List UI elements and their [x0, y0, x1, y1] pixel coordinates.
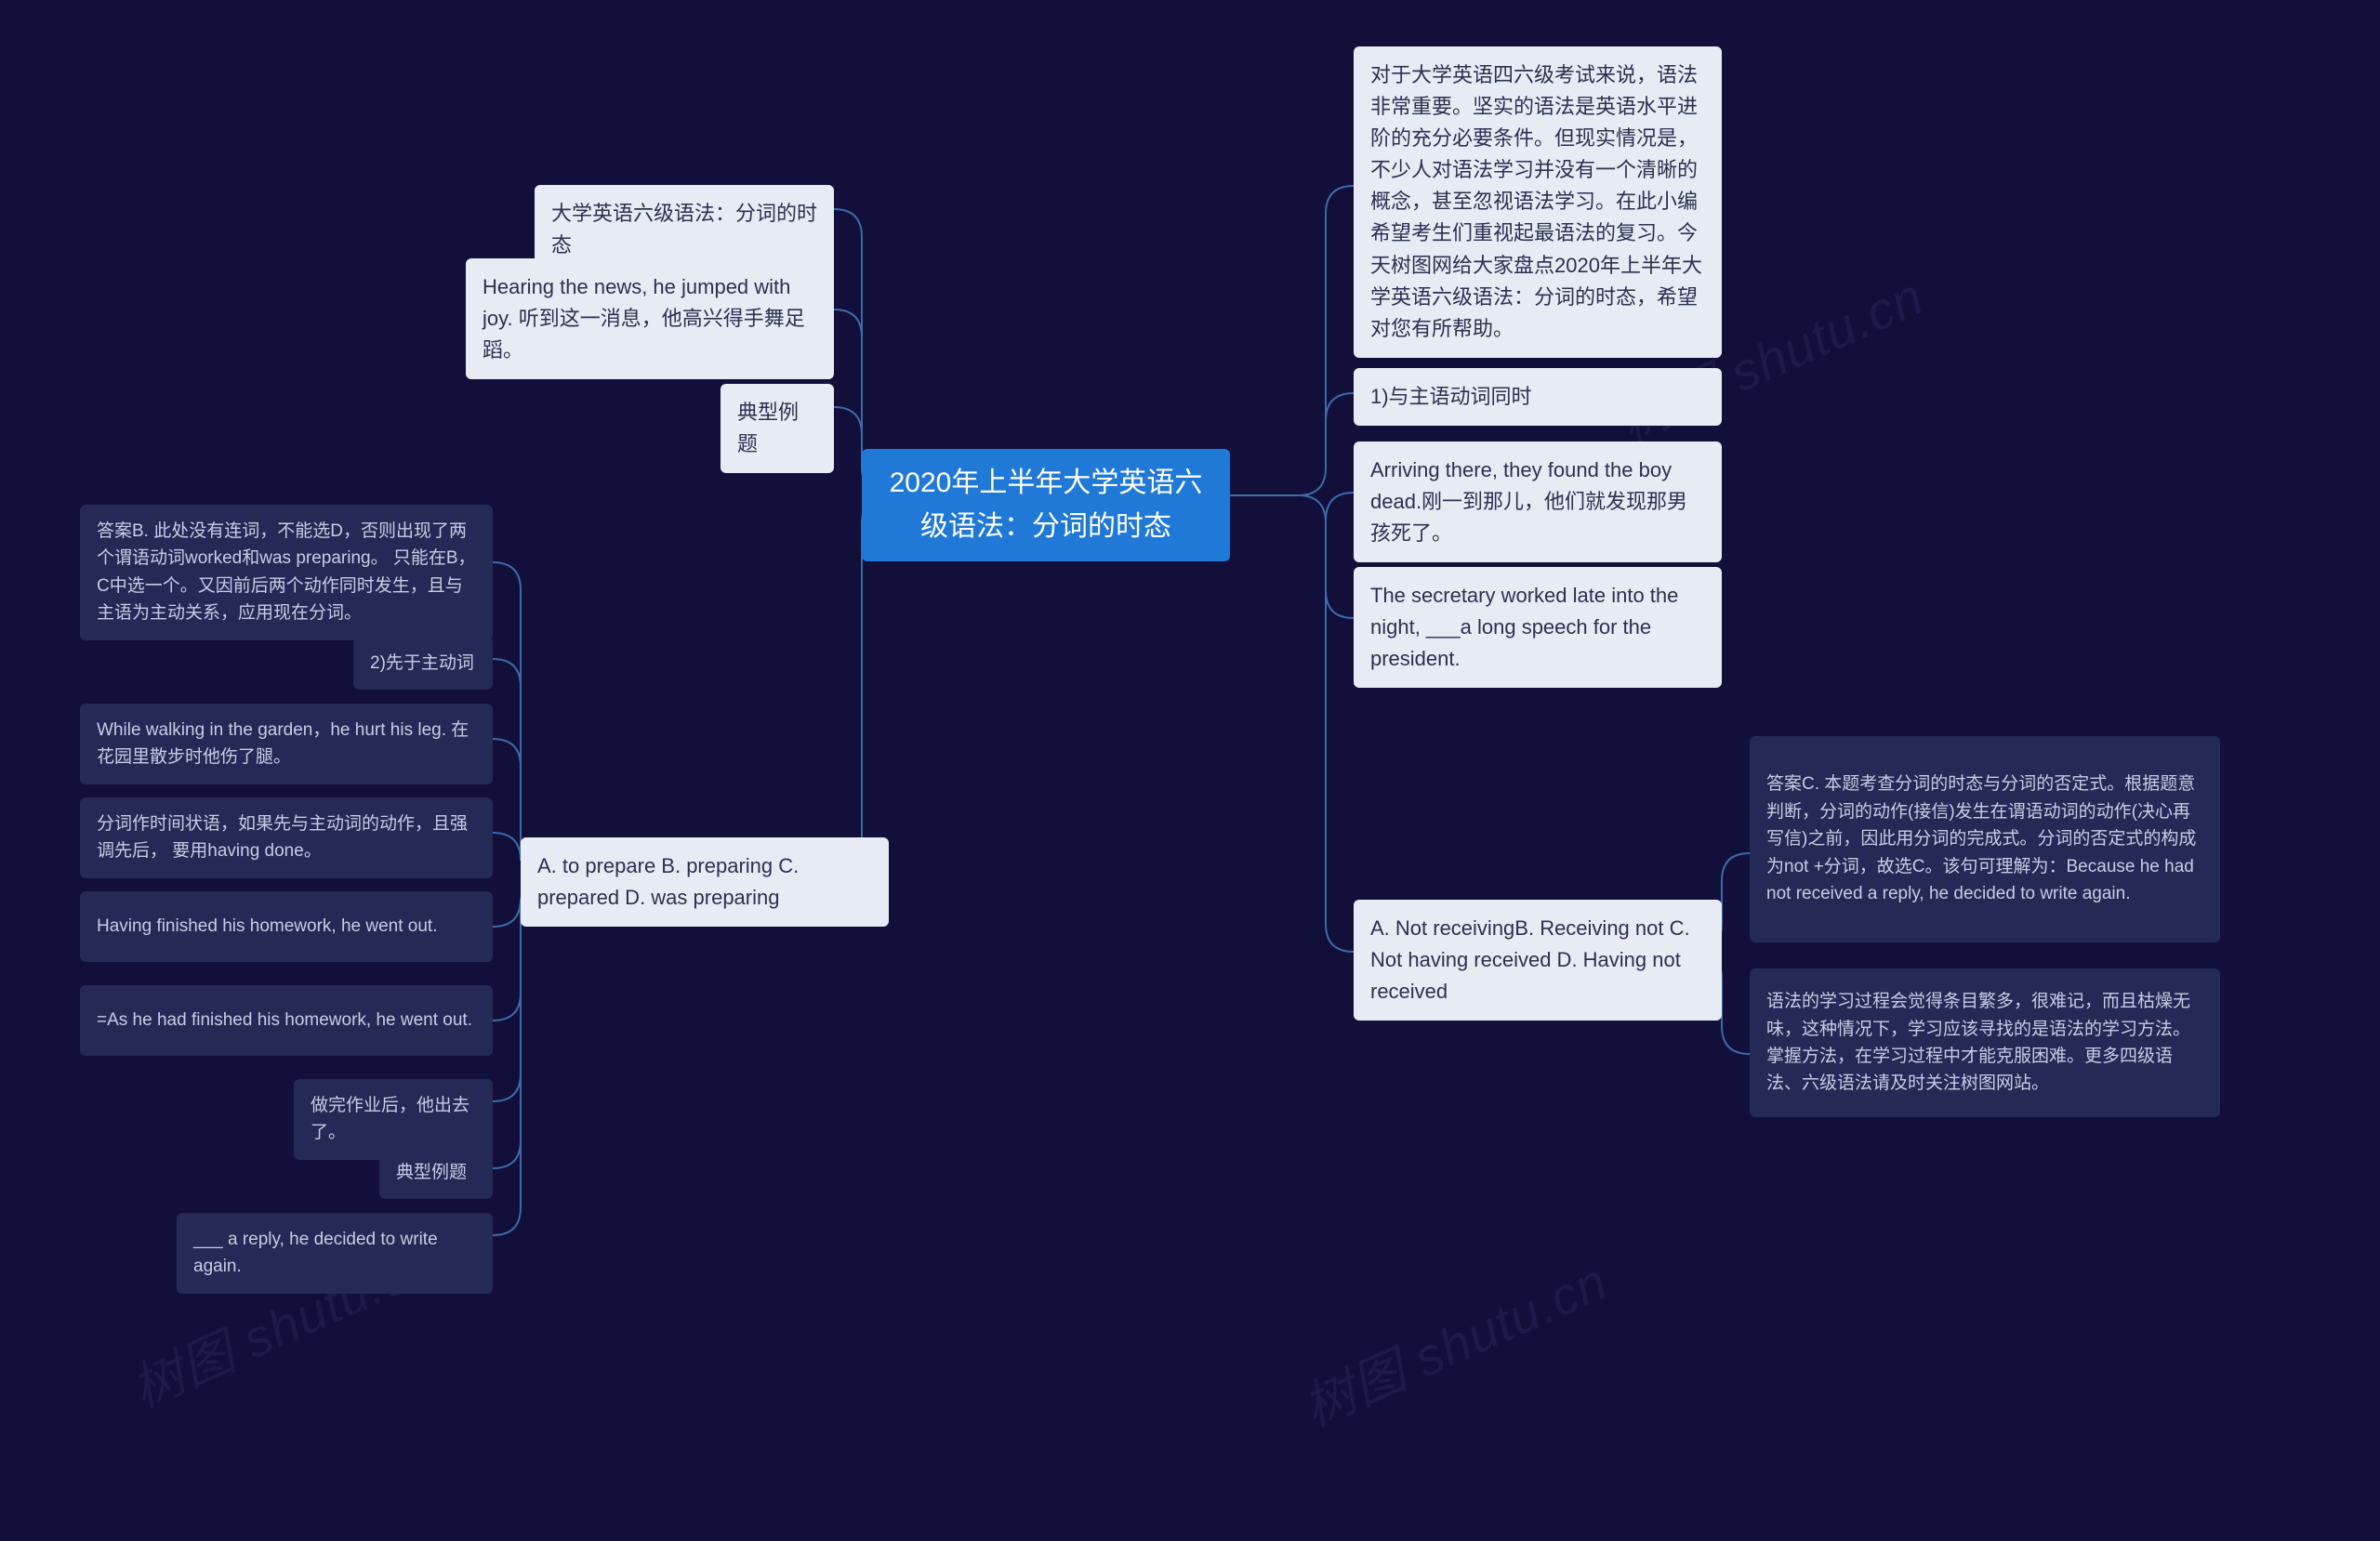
- left-sub-node-7: 典型例题: [379, 1146, 493, 1199]
- right-sub-node-0: 答案C. 本题考查分词的时态与分词的否定式。根据题意判断，分词的动作(接信)发生…: [1750, 736, 2220, 942]
- right-node-1: 1)与主语动词同时: [1354, 368, 1722, 426]
- right-node-4: A. Not receivingB. Receiving not C. Not …: [1354, 900, 1722, 1021]
- left-sub-node-7-text: 典型例题: [396, 1159, 467, 1186]
- right-node-0: 对于大学英语四六级考试来说，语法非常重要。坚实的语法是英语水平进阶的充分必要条件…: [1354, 46, 1722, 358]
- right-node-1-text: 1)与主语动词同时: [1370, 381, 1532, 413]
- left-sub-node-8: ___ a reply, he decided to write again.: [177, 1213, 493, 1294]
- left-sub-node-6-text: 做完作业后，他出去了。: [311, 1092, 476, 1147]
- watermark: 树图 shutu.cn: [1289, 1241, 1618, 1442]
- left-sub-node-3: 分词作时间状语，如果先与主动词的动作，且强调先后， 要用having done。: [80, 797, 493, 878]
- right-sub-node-1: 语法的学习过程会觉得条目繁多，很难记，而且枯燥无味，这种情况下，学习应该寻找的是…: [1750, 968, 2220, 1117]
- root-node: 2020年上半年大学英语六级语法：分词的时态: [862, 449, 1230, 561]
- left-node-2: 典型例题: [721, 384, 834, 473]
- right-node-0-text: 对于大学英语四六级考试来说，语法非常重要。坚实的语法是英语水平进阶的充分必要条件…: [1370, 59, 1705, 345]
- right-node-2: Arriving there, they found the boy dead.…: [1354, 441, 1722, 562]
- right-node-3-text: The secretary worked late into the night…: [1370, 580, 1705, 675]
- left-sub-node-5: =As he had finished his homework, he wen…: [80, 985, 493, 1056]
- left-node-0-text: 大学英语六级语法：分词的时态: [551, 198, 817, 261]
- left-node-1: Hearing the news, he jumped with joy. 听到…: [466, 258, 834, 379]
- left-sub-node-2: While walking in the garden，he hurt his …: [80, 704, 493, 784]
- right-node-2-text: Arriving there, they found the boy dead.…: [1370, 454, 1705, 549]
- left-sub-node-5-text: =As he had finished his homework, he wen…: [97, 1007, 472, 1034]
- left-sub-node-3-text: 分词作时间状语，如果先与主动词的动作，且强调先后， 要用having done。: [97, 810, 476, 865]
- left-sub-node-4-text: Having finished his homework, he went ou…: [97, 913, 437, 940]
- right-sub-node-1-text: 语法的学习过程会觉得条目繁多，很难记，而且枯燥无味，这种情况下，学习应该寻找的是…: [1766, 988, 2203, 1098]
- right-sub-node-0-text: 答案C. 本题考查分词的时态与分词的否定式。根据题意判断，分词的动作(接信)发生…: [1766, 770, 2203, 907]
- left-node-1-text: Hearing the news, he jumped with joy. 听到…: [483, 271, 817, 366]
- right-node-3: The secretary worked late into the night…: [1354, 567, 1722, 688]
- mindmap-canvas: 树图 shutu.cn树图 shutu.cn树图 shutu.cn2020年上半…: [0, 0, 2380, 1541]
- left-node-2-text: 典型例题: [737, 397, 817, 460]
- left-node-3: A. to prepare B. preparing C. prepared D…: [521, 837, 889, 927]
- left-sub-node-8-text: ___ a reply, he decided to write again.: [193, 1226, 476, 1281]
- left-sub-node-2-text: While walking in the garden，he hurt his …: [97, 717, 476, 771]
- left-sub-node-0: 答案B. 此处没有连词，不能选D，否则出现了两个谓语动词worked和was p…: [80, 505, 493, 640]
- left-sub-node-1-text: 2)先于主动词: [370, 650, 474, 677]
- left-sub-node-1: 2)先于主动词: [353, 637, 493, 690]
- right-node-4-text: A. Not receivingB. Receiving not C. Not …: [1370, 913, 1705, 1008]
- root-node-text: 2020年上半年大学英语六级语法：分词的时态: [879, 462, 1213, 548]
- left-sub-node-0-text: 答案B. 此处没有连词，不能选D，否则出现了两个谓语动词worked和was p…: [97, 518, 476, 627]
- left-node-3-text: A. to prepare B. preparing C. prepared D…: [537, 850, 872, 914]
- left-sub-node-4: Having finished his homework, he went ou…: [80, 891, 493, 962]
